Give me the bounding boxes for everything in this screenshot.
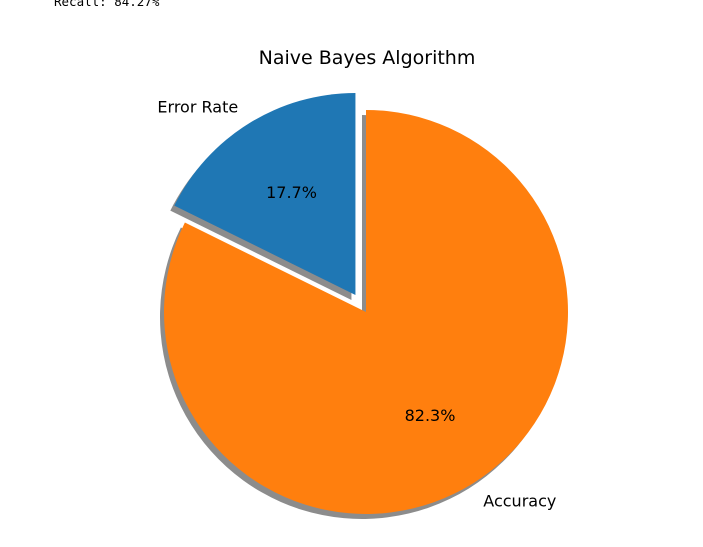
error-rate-percent-label: 17.7% [266, 183, 317, 202]
error-rate-label: Error Rate [157, 97, 238, 116]
pie-wedges [164, 93, 569, 514]
pie-labels: Error Rate 17.7% Accuracy 82.3% [157, 97, 556, 510]
accuracy-slice [164, 110, 569, 514]
recall-output-text: Recall: 84.27% [54, 0, 160, 9]
accuracy-label: Accuracy [483, 492, 556, 511]
chart-title: Naive Bayes Algorithm [259, 47, 476, 69]
accuracy-percent-label: 82.3% [405, 406, 456, 425]
error-rate-slice [174, 93, 356, 296]
